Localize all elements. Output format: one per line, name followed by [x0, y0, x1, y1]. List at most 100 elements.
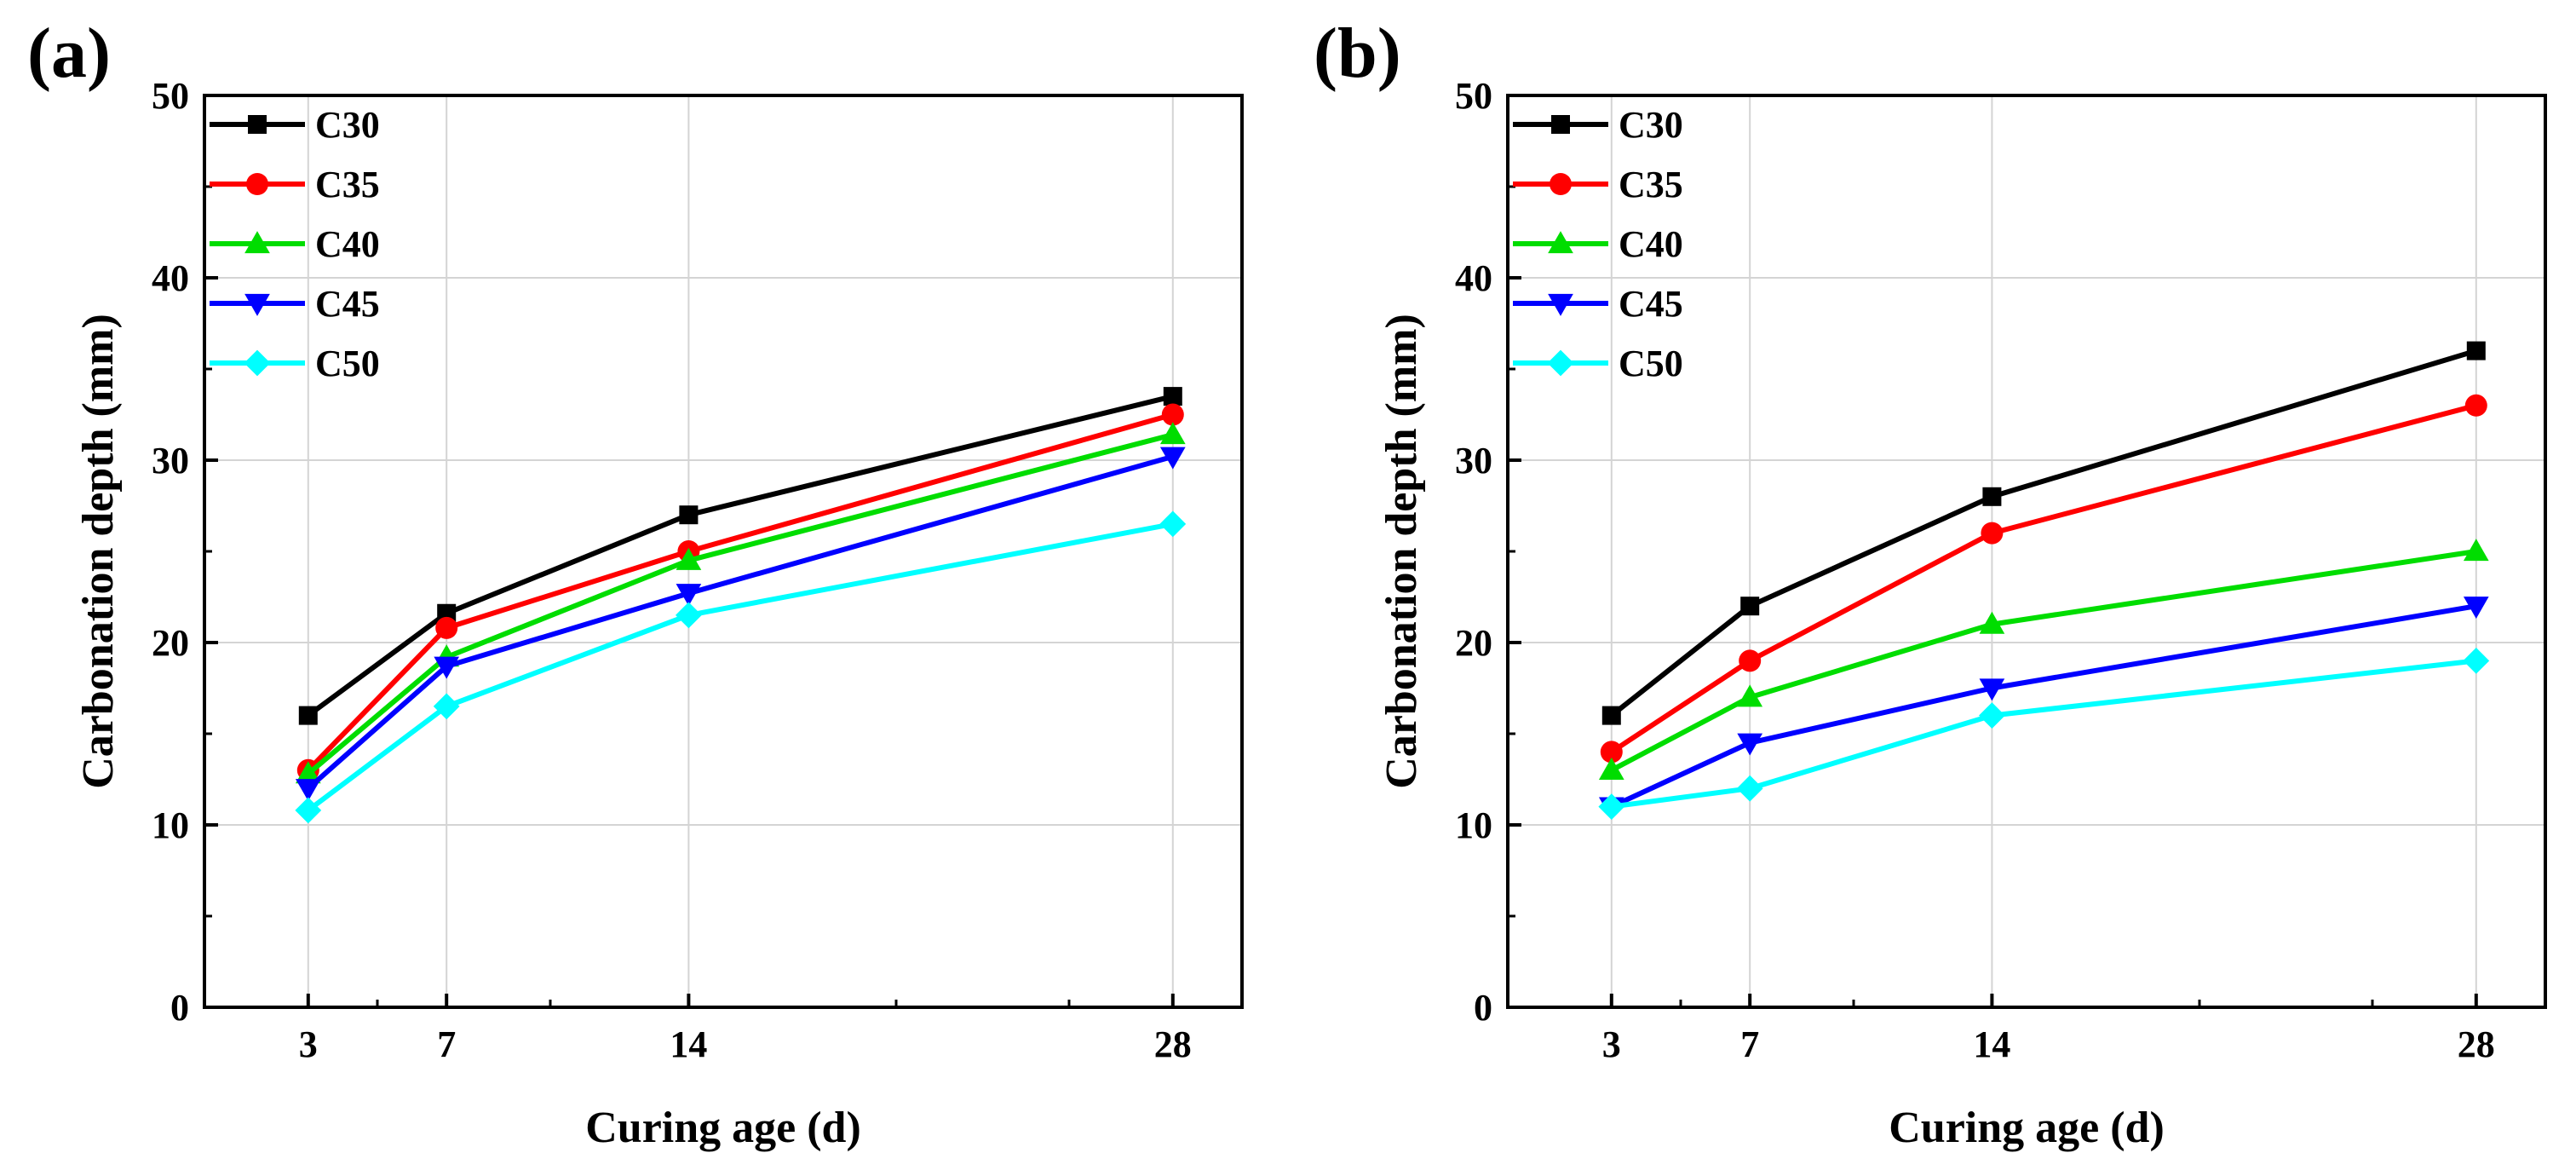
data-point	[1161, 403, 1184, 426]
data-point	[433, 693, 460, 720]
data-point	[1737, 684, 1763, 707]
series-line	[306, 453, 1174, 791]
legend-label: C40	[1619, 223, 1683, 265]
series-line	[1609, 348, 2477, 718]
data-point	[679, 505, 699, 525]
panel-label: (b)	[1314, 14, 1401, 93]
legend-item: C40	[210, 223, 380, 265]
x-tick-label: 14	[670, 1023, 707, 1065]
y-tick-label: 20	[152, 622, 189, 664]
data-point	[676, 602, 702, 629]
data-point	[295, 779, 321, 802]
legend-label: C35	[1619, 164, 1683, 205]
series-line	[1610, 402, 2477, 754]
legend-marker	[248, 115, 267, 134]
legend-marker	[1548, 293, 1573, 316]
data-point	[1979, 678, 2005, 701]
legend-item: C30	[1513, 104, 1683, 146]
series-C30	[1601, 341, 2486, 725]
series-line	[1610, 603, 2477, 810]
x-tick-label: 7	[437, 1023, 456, 1065]
y-tick-label: 30	[1455, 440, 1492, 481]
y-tick-label: 40	[152, 257, 189, 299]
data-point	[1159, 510, 1187, 538]
legend-marker	[1551, 115, 1570, 134]
data-point	[2463, 597, 2489, 620]
data-point	[1981, 522, 2004, 545]
series-line	[306, 412, 1174, 772]
legend-item: C45	[1513, 283, 1683, 325]
data-point	[2463, 539, 2489, 562]
data-point	[2464, 394, 2487, 417]
y-tick-label: 0	[1474, 987, 1492, 1029]
legend-item: C45	[210, 283, 380, 325]
legend-item: C35	[1513, 164, 1683, 205]
legend-marker	[1547, 349, 1574, 377]
data-point	[1159, 422, 1186, 445]
data-point	[1163, 387, 1182, 406]
data-point	[1740, 597, 1760, 616]
data-point	[1737, 733, 1763, 756]
data-point	[1982, 487, 2002, 506]
legend-label: C35	[315, 164, 380, 205]
data-point	[1736, 775, 1763, 802]
data-point	[676, 584, 702, 607]
data-point	[1600, 741, 1623, 764]
data-point	[434, 656, 460, 679]
legend-label: C45	[1619, 283, 1683, 325]
data-point	[1159, 447, 1186, 470]
series-line	[1610, 549, 2477, 773]
y-tick-label: 0	[170, 987, 189, 1029]
series-C35	[1600, 394, 2487, 764]
legend-item: C40	[1513, 223, 1683, 265]
data-point	[1598, 793, 1625, 820]
data-point	[435, 616, 458, 639]
data-point	[2466, 341, 2486, 360]
panel-label: (a)	[27, 14, 111, 93]
y-tick-label: 10	[152, 804, 189, 846]
series-C30	[298, 387, 1182, 725]
series-C45	[295, 447, 1186, 802]
y-tick-label: 20	[1455, 622, 1492, 664]
legend-marker	[244, 293, 270, 316]
legend-marker	[244, 231, 270, 254]
data-point	[295, 797, 322, 824]
legend-marker	[1550, 173, 1572, 195]
series-line	[307, 394, 1174, 718]
x-tick-label: 14	[1973, 1023, 2010, 1065]
x-tick-label: 3	[299, 1023, 318, 1065]
x-tick-label: 28	[2458, 1023, 2495, 1065]
panel-a: (a) 0 10 20 30 40 50 3 7 14 28 Curing age (d) Carbon…	[27, 14, 1244, 1152]
series-line	[1611, 658, 2477, 810]
y-tick-label: 50	[152, 75, 189, 117]
x-tick-label: 7	[1740, 1023, 1759, 1065]
legend-label: C50	[1619, 343, 1683, 384]
y-tick-label: 50	[1455, 75, 1492, 117]
series-line	[306, 521, 1174, 813]
series-C40	[1598, 539, 2489, 780]
data-point	[2463, 648, 2490, 674]
y-tick-label: 30	[152, 440, 189, 481]
legend-marker	[1548, 231, 1573, 254]
y-axis-label: Carbonation depth (mm)	[1377, 314, 1426, 789]
legend-label: C30	[1619, 104, 1683, 146]
legend-item: C50	[210, 343, 380, 384]
y-tick-label: 10	[1455, 804, 1492, 846]
data-point	[1979, 702, 2005, 729]
legend-item: C30	[210, 104, 380, 146]
legend-label: C30	[315, 104, 380, 146]
data-point	[676, 547, 702, 570]
data-point	[298, 706, 318, 725]
legend-label: C40	[315, 223, 380, 265]
series-C50	[1598, 648, 2490, 820]
legend-item: C35	[210, 164, 380, 205]
x-axis-label: Curing age (d)	[1889, 1104, 2165, 1152]
data-point	[295, 761, 321, 784]
y-tick-label: 40	[1455, 257, 1492, 299]
legend-item: C50	[1513, 343, 1683, 384]
x-tick-label: 28	[1154, 1023, 1192, 1065]
series-line	[306, 432, 1174, 776]
series-C40	[295, 422, 1186, 784]
data-point	[1601, 706, 1621, 725]
